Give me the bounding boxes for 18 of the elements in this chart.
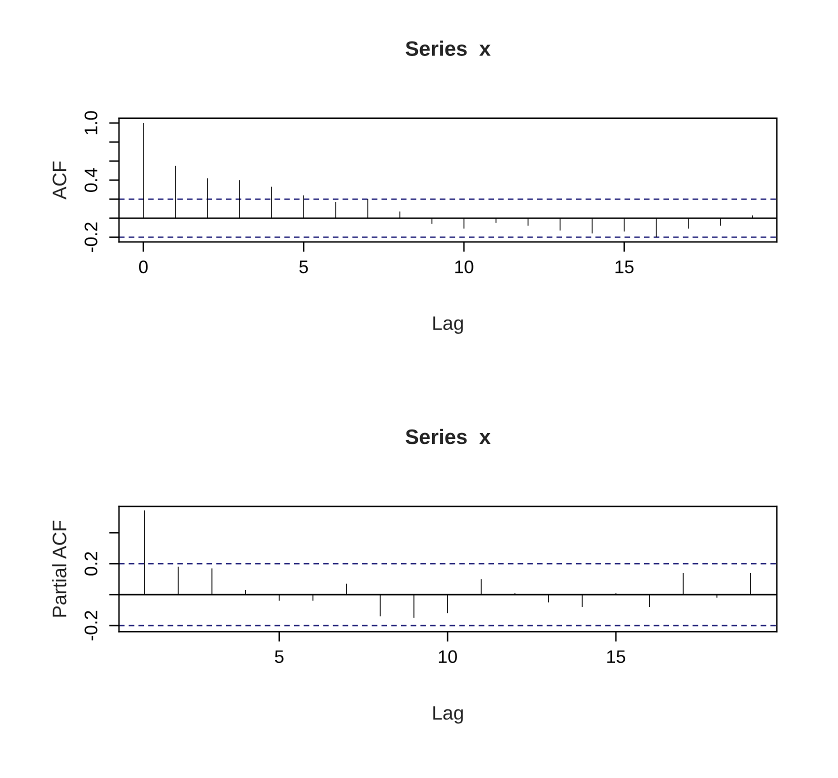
x-tick-label: 10 xyxy=(438,650,457,664)
x-tick-label: 15 xyxy=(616,260,634,274)
y-tick-label: 0.4 xyxy=(84,168,98,192)
x-axis-title: Lag xyxy=(433,706,463,724)
y-tick-label: -0.2 xyxy=(84,222,98,252)
x-tick-label: 5 xyxy=(299,260,308,274)
y-tick-label: 0.2 xyxy=(84,552,98,576)
y-axis-title: Partial ACF xyxy=(52,520,66,617)
x-tick-label: 5 xyxy=(274,650,284,664)
y-tick-label: 1.0 xyxy=(84,111,98,134)
y-tick-label: -0.2 xyxy=(84,610,98,640)
chart-title: Series x xyxy=(406,428,491,444)
y-axis-title: ACF xyxy=(52,161,66,200)
x-tick-label: 15 xyxy=(607,650,626,664)
x-tick-label: 0 xyxy=(139,260,148,274)
x-axis-title: Lag xyxy=(433,316,463,334)
x-tick-label: 10 xyxy=(455,260,474,274)
chart-title: Series x xyxy=(406,40,491,56)
